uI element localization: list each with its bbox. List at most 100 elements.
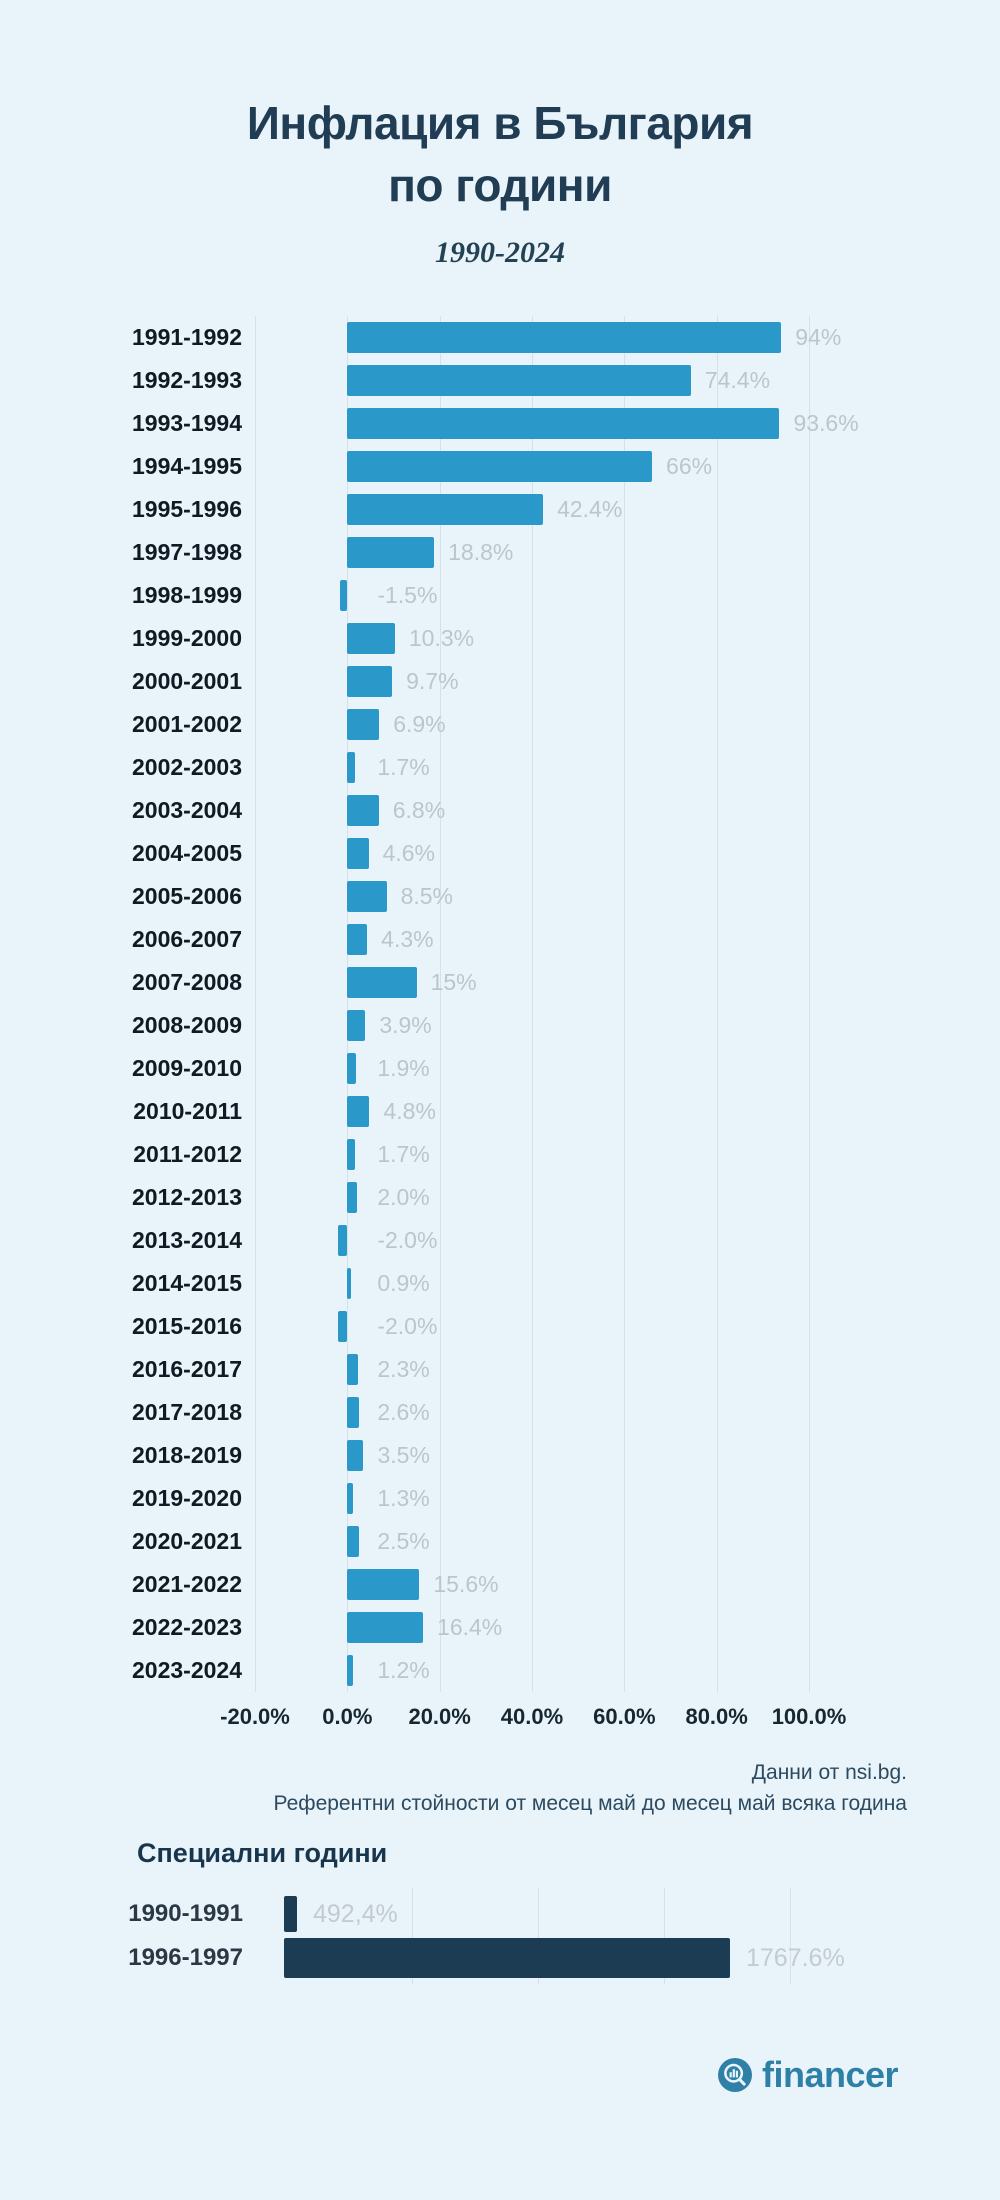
value-label: 3.9% [379, 1012, 432, 1038]
value-label: 6.9% [393, 711, 446, 737]
financer-logo: financer [718, 2057, 899, 2093]
year-label: 2001-2002 [132, 711, 242, 737]
value-label: 2.3% [377, 1356, 430, 1382]
bar [347, 666, 393, 697]
value-label: 15% [430, 969, 477, 995]
value-label: 1.7% [377, 1141, 430, 1167]
special-years-bar-chart: 492,4% 1767.6% [284, 1888, 850, 1984]
year-label: 2012-2013 [132, 1184, 242, 1210]
bar-row: 1997-1998 18.8% [0, 531, 1000, 574]
x-axis-tick: 20.0% [408, 1704, 471, 1729]
x-axis-tick: 0.0% [322, 1704, 373, 1729]
bar-row: 1993-1994 93.6% [0, 402, 1000, 445]
value-label: 0.9% [377, 1270, 430, 1296]
x-axis-tick: 60.0% [593, 1704, 656, 1729]
value-label: 2.0% [377, 1184, 430, 1210]
bar-row: 2005-2006 8.5% [0, 875, 1000, 918]
year-label: 2014-2015 [132, 1270, 242, 1296]
gridline [255, 316, 256, 1692]
bar [347, 1526, 359, 1557]
gridline [716, 316, 718, 1692]
value-label: -2.0% [377, 1227, 438, 1253]
bar [347, 365, 691, 396]
value-label: 3.5% [377, 1442, 430, 1468]
year-label: 1999-2000 [132, 625, 242, 651]
bar [347, 1655, 353, 1686]
value-label: 1.3% [377, 1485, 430, 1511]
year-label: 2015-2016 [132, 1313, 242, 1339]
bar-row: 1999-2000 10.3% [0, 617, 1000, 660]
value-label: 9.7% [406, 668, 459, 694]
title-line-2: по години [388, 159, 612, 211]
gridline [624, 316, 626, 1692]
year-label: 2004-2005 [132, 840, 242, 866]
bar [347, 1397, 360, 1428]
bar-row: 2021-2022 15.6% [0, 1563, 1000, 1606]
special-year-label: 1996-1997 [128, 1944, 243, 1971]
page-title: Инфлация в България по години [0, 92, 1000, 216]
special-years-heading: Специални години [137, 1838, 388, 1868]
year-label: 2021-2022 [132, 1571, 242, 1597]
year-label: 2023-2024 [132, 1657, 242, 1683]
special-year-label: 1990-1991 [128, 1900, 243, 1927]
gridline [790, 1888, 791, 1984]
special-value-label: 1767.6% [746, 1944, 845, 1972]
bar-row: 2003-2004 6.8% [0, 789, 1000, 832]
bar-row: 1998-1999 -1.5% [0, 574, 1000, 617]
value-label: 1.9% [377, 1055, 430, 1081]
bar [347, 1483, 354, 1514]
value-label: 66% [666, 453, 713, 479]
bar [347, 322, 782, 353]
bar-row: 2020-2021 2.5% [0, 1520, 1000, 1563]
year-label: 1991-1992 [132, 324, 242, 350]
year-label: 1997-1998 [132, 539, 242, 565]
gridline [664, 1888, 665, 1984]
bar [338, 1225, 348, 1256]
bar [347, 623, 395, 654]
value-label: -1.5% [377, 582, 438, 608]
value-label: 4.8% [383, 1098, 436, 1124]
gridline [347, 316, 349, 1692]
x-axis-tick: 100.0% [771, 1704, 847, 1729]
bar [347, 494, 544, 525]
value-label: 93.6% [793, 410, 859, 436]
bar-row: 2017-2018 2.6% [0, 1391, 1000, 1434]
bar-row: 2011-2012 1.7% [0, 1133, 1000, 1176]
value-label: 6.8% [392, 797, 446, 823]
gridline [809, 316, 810, 1692]
value-label: 4.3% [381, 926, 434, 952]
year-label: 2009-2010 [132, 1055, 242, 1081]
year-label: 1995-1996 [132, 496, 242, 522]
subtitle-year-range: 1990-2024 [435, 236, 565, 269]
value-label: 15.6% [433, 1571, 499, 1597]
bar-row: 2008-2009 3.9% [0, 1004, 1000, 1047]
value-label: 74.4% [704, 367, 771, 393]
year-label: 2022-2023 [132, 1614, 242, 1640]
year-label: 1998-1999 [132, 582, 242, 608]
bar [347, 1268, 352, 1299]
bar [338, 1311, 348, 1342]
bar-row: 1995-1996 42.4% [0, 488, 1000, 531]
gridline [412, 1888, 413, 1984]
gridline [439, 316, 441, 1692]
value-label: 42.4% [557, 496, 623, 522]
reference-line: Референтни стойности от месец май до мес… [273, 1792, 907, 1815]
bar-row: 2013-2014 -2.0% [0, 1219, 1000, 1262]
bar-row: 2006-2007 4.3% [0, 918, 1000, 961]
value-label: 2.6% [377, 1399, 430, 1425]
value-label: 2.5% [377, 1528, 430, 1554]
bar-row: 2016-2017 2.3% [0, 1348, 1000, 1391]
financer-magnifier-chart-icon [718, 2058, 752, 2092]
bar [347, 838, 369, 869]
x-axis-tick: 80.0% [685, 1704, 748, 1729]
year-label: 2006-2007 [132, 926, 242, 952]
bar [347, 1354, 358, 1385]
year-label: 2002-2003 [132, 754, 242, 780]
bar [347, 1182, 357, 1213]
bar-row: 2015-2016 -2.0% [0, 1305, 1000, 1348]
source-footnotes: Данни от nsi.bg. Референтни стойности от… [274, 1757, 907, 1819]
bar-row: 2002-2003 1.7% [0, 746, 1000, 789]
bar [347, 924, 368, 955]
bar [347, 1010, 366, 1041]
value-label: 94% [795, 324, 842, 350]
